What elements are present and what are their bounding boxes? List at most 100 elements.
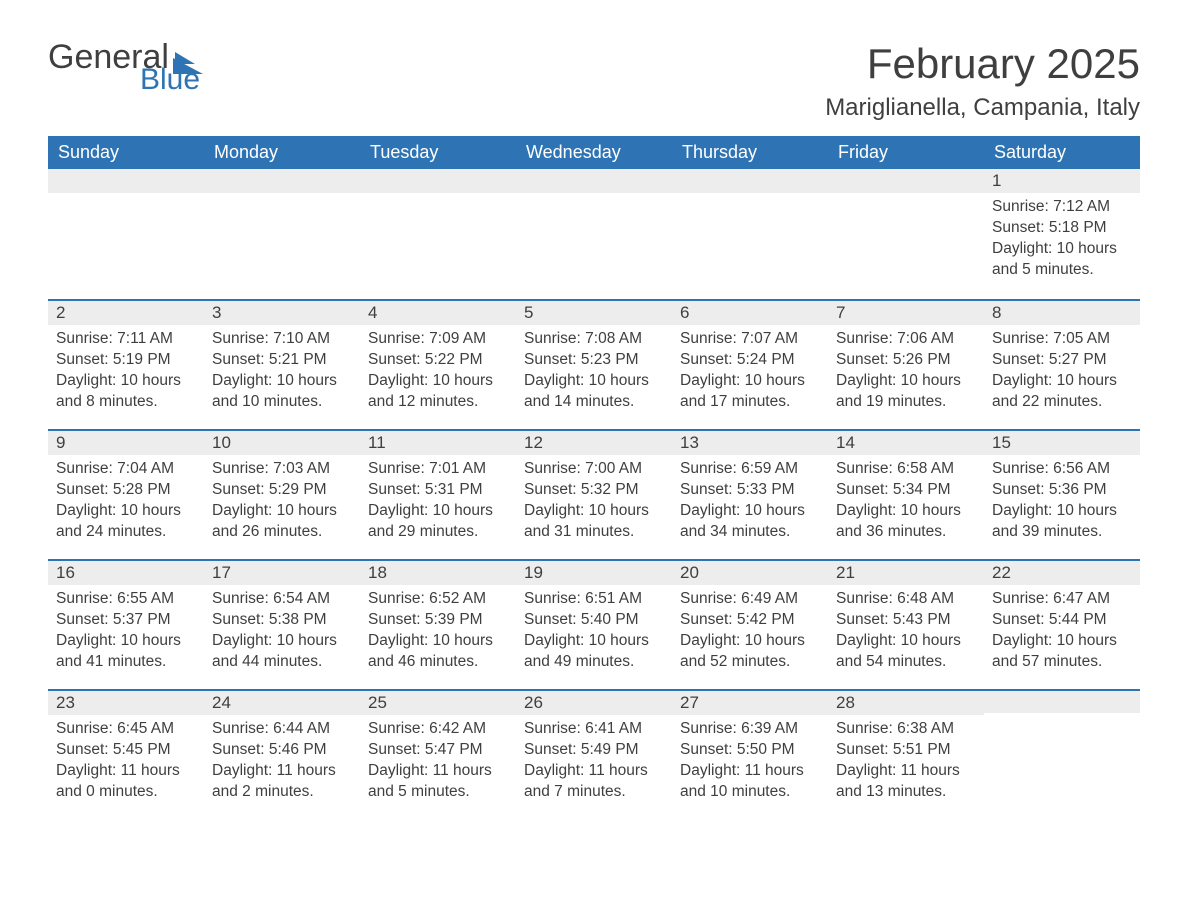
day-details: Sunrise: 6:38 AMSunset: 5:51 PMDaylight:… [828, 715, 984, 813]
calendar-day-cell [516, 169, 672, 299]
sunset-line: Sunset: 5:26 PM [836, 350, 976, 371]
day-number-strip [516, 169, 672, 193]
day-details: Sunrise: 7:06 AMSunset: 5:26 PMDaylight:… [828, 325, 984, 423]
weekday-header: Friday [828, 136, 984, 169]
calendar-day-cell: 26Sunrise: 6:41 AMSunset: 5:49 PMDayligh… [516, 689, 672, 819]
sunrise-line: Sunrise: 6:58 AM [836, 459, 976, 480]
sunrise-line: Sunrise: 6:38 AM [836, 719, 976, 740]
calendar-day-cell: 7Sunrise: 7:06 AMSunset: 5:26 PMDaylight… [828, 299, 984, 429]
day-number-strip: 5 [516, 299, 672, 325]
day-details: Sunrise: 6:49 AMSunset: 5:42 PMDaylight:… [672, 585, 828, 683]
sunset-line: Sunset: 5:18 PM [992, 218, 1132, 239]
daylight-line: Daylight: 10 hours and 57 minutes. [992, 631, 1132, 673]
calendar-day-cell: 15Sunrise: 6:56 AMSunset: 5:36 PMDayligh… [984, 429, 1140, 559]
sunrise-line: Sunrise: 7:11 AM [56, 329, 196, 350]
calendar-day-cell [204, 169, 360, 299]
day-number-strip: 25 [360, 689, 516, 715]
day-details: Sunrise: 7:10 AMSunset: 5:21 PMDaylight:… [204, 325, 360, 423]
daylight-line: Daylight: 10 hours and 26 minutes. [212, 501, 352, 543]
day-details: Sunrise: 6:59 AMSunset: 5:33 PMDaylight:… [672, 455, 828, 553]
day-details: Sunrise: 6:39 AMSunset: 5:50 PMDaylight:… [672, 715, 828, 813]
day-details: Sunrise: 6:55 AMSunset: 5:37 PMDaylight:… [48, 585, 204, 683]
day-number-strip: 13 [672, 429, 828, 455]
sunset-line: Sunset: 5:37 PM [56, 610, 196, 631]
sunrise-line: Sunrise: 7:05 AM [992, 329, 1132, 350]
sunrise-line: Sunrise: 6:39 AM [680, 719, 820, 740]
calendar-day-cell: 4Sunrise: 7:09 AMSunset: 5:22 PMDaylight… [360, 299, 516, 429]
day-number-strip: 14 [828, 429, 984, 455]
sunset-line: Sunset: 5:45 PM [56, 740, 196, 761]
day-details: Sunrise: 7:12 AMSunset: 5:18 PMDaylight:… [984, 193, 1140, 291]
day-details: Sunrise: 7:08 AMSunset: 5:23 PMDaylight:… [516, 325, 672, 423]
calendar-day-cell: 18Sunrise: 6:52 AMSunset: 5:39 PMDayligh… [360, 559, 516, 689]
day-details: Sunrise: 6:58 AMSunset: 5:34 PMDaylight:… [828, 455, 984, 553]
day-details: Sunrise: 6:45 AMSunset: 5:45 PMDaylight:… [48, 715, 204, 813]
calendar-day-cell: 13Sunrise: 6:59 AMSunset: 5:33 PMDayligh… [672, 429, 828, 559]
sunrise-line: Sunrise: 7:00 AM [524, 459, 664, 480]
calendar-day-cell: 2Sunrise: 7:11 AMSunset: 5:19 PMDaylight… [48, 299, 204, 429]
weekday-header: Monday [204, 136, 360, 169]
calendar-day-cell: 9Sunrise: 7:04 AMSunset: 5:28 PMDaylight… [48, 429, 204, 559]
weekday-header: Thursday [672, 136, 828, 169]
daylight-line: Daylight: 10 hours and 36 minutes. [836, 501, 976, 543]
weekday-header: Wednesday [516, 136, 672, 169]
sunrise-line: Sunrise: 7:12 AM [992, 197, 1132, 218]
sunrise-line: Sunrise: 6:49 AM [680, 589, 820, 610]
day-number-strip: 11 [360, 429, 516, 455]
day-number-strip: 23 [48, 689, 204, 715]
sunrise-line: Sunrise: 6:51 AM [524, 589, 664, 610]
sunset-line: Sunset: 5:29 PM [212, 480, 352, 501]
calendar-day-cell: 23Sunrise: 6:45 AMSunset: 5:45 PMDayligh… [48, 689, 204, 819]
daylight-line: Daylight: 11 hours and 0 minutes. [56, 761, 196, 803]
day-number-strip [984, 689, 1140, 713]
calendar-week-row: 2Sunrise: 7:11 AMSunset: 5:19 PMDaylight… [48, 299, 1140, 429]
calendar-day-cell: 12Sunrise: 7:00 AMSunset: 5:32 PMDayligh… [516, 429, 672, 559]
day-details: Sunrise: 7:11 AMSunset: 5:19 PMDaylight:… [48, 325, 204, 423]
sunset-line: Sunset: 5:31 PM [368, 480, 508, 501]
daylight-line: Daylight: 10 hours and 54 minutes. [836, 631, 976, 673]
daylight-line: Daylight: 10 hours and 31 minutes. [524, 501, 664, 543]
day-number-strip: 28 [828, 689, 984, 715]
day-details: Sunrise: 7:09 AMSunset: 5:22 PMDaylight:… [360, 325, 516, 423]
sunrise-line: Sunrise: 6:47 AM [992, 589, 1132, 610]
calendar-day-cell: 16Sunrise: 6:55 AMSunset: 5:37 PMDayligh… [48, 559, 204, 689]
daylight-line: Daylight: 11 hours and 2 minutes. [212, 761, 352, 803]
daylight-line: Daylight: 10 hours and 19 minutes. [836, 371, 976, 413]
day-details: Sunrise: 6:42 AMSunset: 5:47 PMDaylight:… [360, 715, 516, 813]
day-number-strip: 19 [516, 559, 672, 585]
sunrise-line: Sunrise: 6:44 AM [212, 719, 352, 740]
calendar-day-cell: 20Sunrise: 6:49 AMSunset: 5:42 PMDayligh… [672, 559, 828, 689]
sunset-line: Sunset: 5:50 PM [680, 740, 820, 761]
day-number-strip: 7 [828, 299, 984, 325]
location-subtitle: Mariglianella, Campania, Italy [825, 94, 1140, 122]
title-block: February 2025 Mariglianella, Campania, I… [825, 40, 1140, 122]
day-number-strip: 18 [360, 559, 516, 585]
weekday-header: Saturday [984, 136, 1140, 169]
daylight-line: Daylight: 10 hours and 49 minutes. [524, 631, 664, 673]
sunset-line: Sunset: 5:46 PM [212, 740, 352, 761]
sunset-line: Sunset: 5:36 PM [992, 480, 1132, 501]
calendar-day-cell: 11Sunrise: 7:01 AMSunset: 5:31 PMDayligh… [360, 429, 516, 559]
calendar-week-row: 23Sunrise: 6:45 AMSunset: 5:45 PMDayligh… [48, 689, 1140, 819]
day-number-strip: 10 [204, 429, 360, 455]
day-number-strip [204, 169, 360, 193]
calendar-day-cell [672, 169, 828, 299]
sunrise-line: Sunrise: 7:08 AM [524, 329, 664, 350]
sunset-line: Sunset: 5:21 PM [212, 350, 352, 371]
calendar-day-cell: 25Sunrise: 6:42 AMSunset: 5:47 PMDayligh… [360, 689, 516, 819]
day-details: Sunrise: 7:04 AMSunset: 5:28 PMDaylight:… [48, 455, 204, 553]
sunrise-line: Sunrise: 6:59 AM [680, 459, 820, 480]
day-number-strip: 4 [360, 299, 516, 325]
daylight-line: Daylight: 10 hours and 52 minutes. [680, 631, 820, 673]
calendar-day-cell: 3Sunrise: 7:10 AMSunset: 5:21 PMDaylight… [204, 299, 360, 429]
day-details: Sunrise: 6:44 AMSunset: 5:46 PMDaylight:… [204, 715, 360, 813]
day-number-strip: 3 [204, 299, 360, 325]
calendar-day-cell: 6Sunrise: 7:07 AMSunset: 5:24 PMDaylight… [672, 299, 828, 429]
sunset-line: Sunset: 5:38 PM [212, 610, 352, 631]
day-details: Sunrise: 6:48 AMSunset: 5:43 PMDaylight:… [828, 585, 984, 683]
day-details: Sunrise: 6:41 AMSunset: 5:49 PMDaylight:… [516, 715, 672, 813]
sunrise-line: Sunrise: 7:03 AM [212, 459, 352, 480]
daylight-line: Daylight: 10 hours and 41 minutes. [56, 631, 196, 673]
day-details: Sunrise: 7:00 AMSunset: 5:32 PMDaylight:… [516, 455, 672, 553]
sunset-line: Sunset: 5:23 PM [524, 350, 664, 371]
